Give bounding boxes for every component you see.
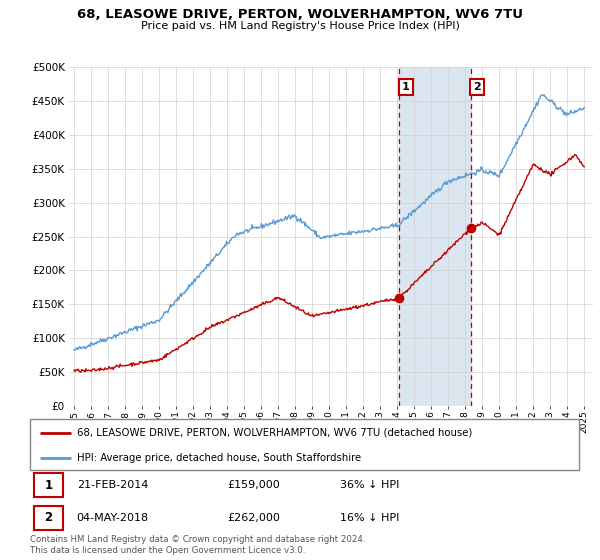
Bar — [400, 67, 471, 406]
FancyBboxPatch shape — [30, 419, 579, 470]
Text: HPI: Average price, detached house, South Staffordshire: HPI: Average price, detached house, Sout… — [77, 452, 361, 463]
FancyBboxPatch shape — [34, 473, 63, 497]
Text: 2: 2 — [473, 82, 481, 92]
FancyBboxPatch shape — [34, 506, 63, 530]
Text: 1: 1 — [44, 479, 53, 492]
Text: 16% ↓ HPI: 16% ↓ HPI — [340, 513, 400, 523]
Text: 2: 2 — [44, 511, 53, 524]
Text: £159,000: £159,000 — [227, 480, 280, 490]
Text: Price paid vs. HM Land Registry's House Price Index (HPI): Price paid vs. HM Land Registry's House … — [140, 21, 460, 31]
Text: 1: 1 — [402, 82, 410, 92]
Text: Contains HM Land Registry data © Crown copyright and database right 2024.
This d: Contains HM Land Registry data © Crown c… — [30, 535, 365, 555]
Text: 68, LEASOWE DRIVE, PERTON, WOLVERHAMPTON, WV6 7TU: 68, LEASOWE DRIVE, PERTON, WOLVERHAMPTON… — [77, 8, 523, 21]
Text: 36% ↓ HPI: 36% ↓ HPI — [340, 480, 400, 490]
Text: 04-MAY-2018: 04-MAY-2018 — [77, 513, 149, 523]
Text: 68, LEASOWE DRIVE, PERTON, WOLVERHAMPTON, WV6 7TU (detached house): 68, LEASOWE DRIVE, PERTON, WOLVERHAMPTON… — [77, 428, 472, 438]
Text: £262,000: £262,000 — [227, 513, 281, 523]
Text: 21-FEB-2014: 21-FEB-2014 — [77, 480, 148, 490]
